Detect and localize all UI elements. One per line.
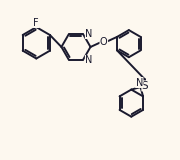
Text: S: S bbox=[142, 81, 148, 91]
Text: N: N bbox=[136, 77, 143, 88]
Text: N: N bbox=[85, 28, 93, 39]
Text: F: F bbox=[33, 17, 39, 28]
Text: O: O bbox=[100, 37, 108, 47]
Text: N: N bbox=[85, 55, 93, 65]
